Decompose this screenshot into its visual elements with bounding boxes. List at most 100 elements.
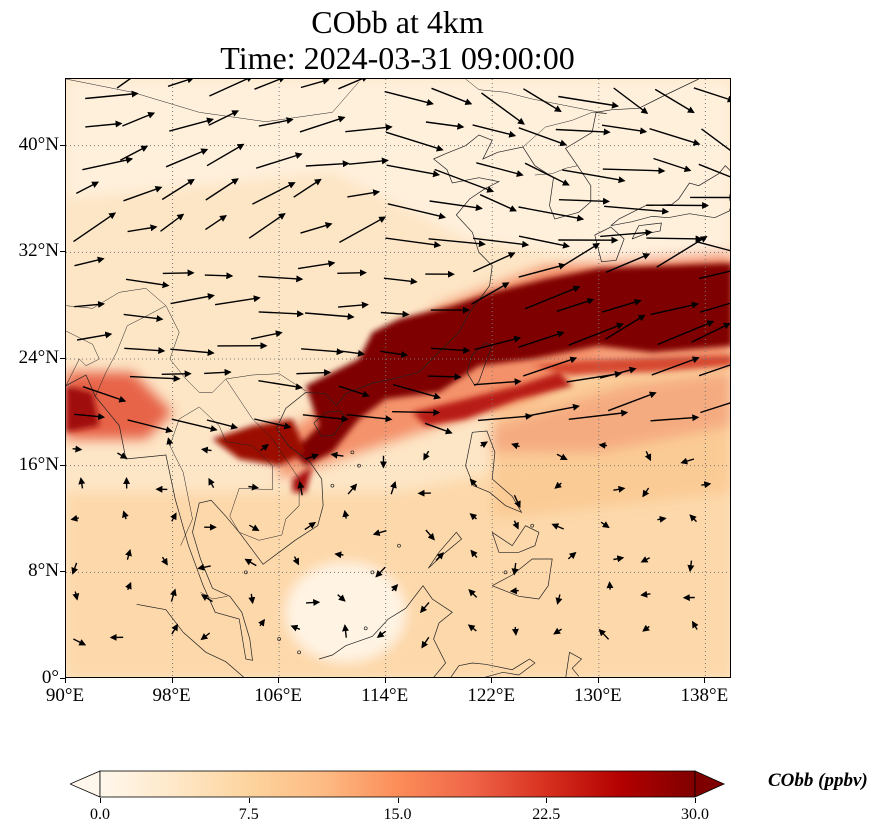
lon-tick-label: 114°E: [361, 685, 409, 706]
colorbar-tick-label: 22.5: [532, 806, 561, 823]
wind-vector: [127, 224, 158, 233]
wind-vector: [376, 630, 387, 638]
wind-vector: [258, 310, 304, 318]
wind-vector: [687, 560, 695, 573]
wind-vector: [170, 512, 177, 522]
wind-vector: [82, 386, 127, 403]
border-cambodia: [229, 505, 300, 541]
wind-vector: [601, 124, 648, 135]
wind-vector: [170, 588, 177, 602]
wind-vector: [342, 509, 350, 519]
island-7: [363, 626, 368, 631]
wind-vector: [85, 120, 123, 128]
wind-vector: [425, 121, 465, 130]
wind-vector: [553, 627, 562, 635]
wind-vector: [698, 163, 730, 178]
wind-vector: [384, 90, 434, 106]
border-china-korea: [522, 112, 607, 148]
coastline-sumatra: [136, 603, 245, 677]
wind-vector: [74, 413, 106, 421]
island-6: [330, 483, 335, 488]
wind-vector: [653, 157, 692, 173]
wind-vector: [171, 623, 179, 635]
wind-vector: [558, 197, 610, 205]
plume-core-vietnam: [292, 465, 313, 493]
wind-vector: [197, 563, 211, 571]
lon-tick-mark: [65, 678, 66, 683]
wind-vector: [214, 295, 261, 306]
border-myanmar-china: [165, 305, 226, 393]
wind-vector: [693, 87, 730, 103]
coastline-asia-east: [66, 79, 699, 661]
wind-vector: [551, 523, 564, 530]
wind-vector: [338, 79, 369, 90]
border-india-china: [66, 288, 167, 309]
concentration-field: [66, 79, 730, 677]
wind-vector: [73, 638, 87, 646]
wind-vector: [124, 347, 166, 355]
colorbar-tick-label: 0.0: [90, 806, 110, 823]
wind-vector: [509, 587, 519, 595]
wind-vector: [691, 620, 699, 630]
wind-vector: [304, 521, 317, 531]
wind-vector: [167, 79, 195, 87]
field-low-north: [66, 79, 730, 279]
wind-vector: [339, 216, 387, 244]
wind-vector: [430, 346, 471, 354]
wind-vector: [512, 520, 519, 530]
wind-vector: [160, 213, 185, 232]
wind-vector: [523, 356, 578, 377]
wind-vector: [296, 369, 332, 377]
wind-vector: [171, 418, 218, 432]
wind-vector: [472, 252, 516, 273]
wind-vector: [385, 237, 442, 249]
wind-vector: [479, 194, 517, 212]
border-bangladesh: [66, 330, 100, 386]
wind-vector: [429, 200, 483, 212]
wind-vector: [467, 624, 477, 632]
wind-vector: [700, 402, 730, 414]
wind-vector: [656, 235, 708, 268]
wind-vector: [518, 206, 585, 222]
wind-vector: [434, 168, 495, 193]
wind-vector: [73, 212, 117, 243]
wind-vector: [258, 380, 303, 391]
wind-vector: [305, 312, 355, 321]
colorbar-tick-mark: [248, 798, 250, 803]
wind-vector: [122, 510, 129, 520]
wind-vector: [260, 443, 269, 452]
lon-tick-label: 90°E: [45, 685, 85, 706]
wind-vector: [71, 562, 78, 575]
wind-vector: [698, 270, 730, 280]
wind-vector: [380, 310, 410, 318]
wind-vector: [605, 253, 651, 273]
wind-vector: [511, 442, 520, 450]
wind-vector: [72, 445, 83, 453]
coastline-visayas: [491, 525, 540, 553]
wind-vector: [293, 178, 322, 198]
wind-vector: [75, 181, 100, 195]
wind-vector: [600, 229, 653, 238]
coastline-sulawesi: [450, 658, 536, 677]
wind-vector: [567, 551, 577, 560]
plume-halo-east: [492, 372, 730, 453]
wind-vector: [387, 203, 447, 220]
wind-vector: [383, 277, 418, 285]
wind-vector: [127, 419, 173, 434]
wind-vector: [348, 157, 389, 165]
lat-tick-mark: [60, 251, 65, 253]
wind-vector: [258, 117, 294, 127]
wind-vector: [604, 205, 670, 215]
wind-vector: [555, 128, 611, 136]
wind-vector: [473, 237, 530, 248]
border-china-vietnam: [225, 373, 306, 392]
wind-vector: [170, 293, 215, 305]
colorbar-extend-high: [694, 770, 725, 798]
wind-vector: [518, 235, 570, 249]
colorbar-tick-mark: [397, 798, 399, 803]
wind-vector: [473, 378, 522, 386]
wind-vector: [555, 594, 563, 605]
wind-vector: [476, 162, 524, 177]
wind-vector: [511, 562, 519, 576]
wind-vector: [254, 79, 286, 90]
